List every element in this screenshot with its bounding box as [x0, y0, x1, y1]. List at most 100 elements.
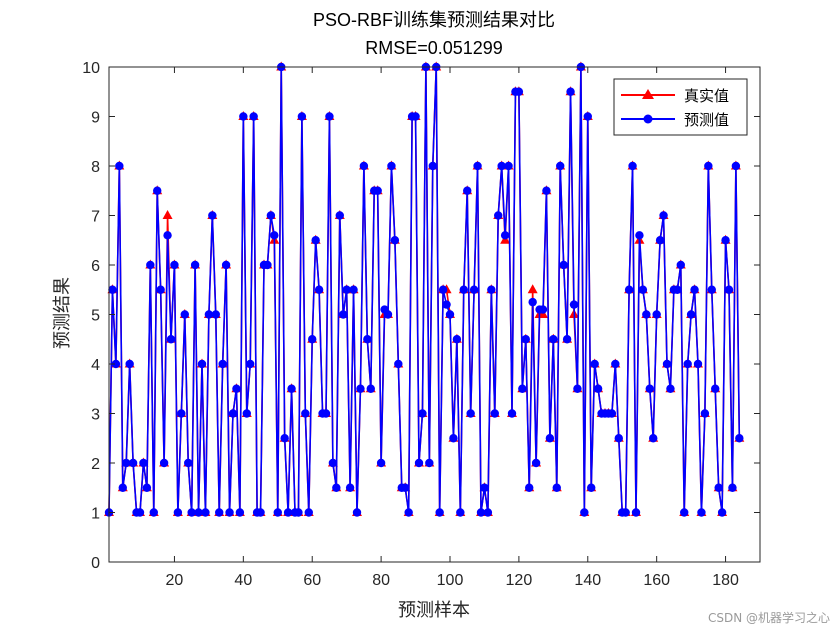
point-pred — [621, 508, 630, 517]
point-pred — [686, 310, 696, 319]
point-pred — [504, 161, 513, 171]
x-tick-label: 20 — [166, 572, 184, 589]
point-pred — [211, 310, 220, 319]
point-pred — [700, 409, 710, 418]
point-pred — [631, 508, 641, 517]
point-pred — [246, 359, 255, 369]
point-pred — [552, 483, 561, 492]
point-pred — [518, 384, 527, 393]
point-pred — [225, 508, 234, 517]
point-pred — [445, 310, 455, 319]
chart-subtitle: RMSE=0.051299 — [365, 38, 503, 58]
point-pred — [645, 384, 654, 393]
point-pred — [321, 409, 331, 418]
point-pred — [173, 508, 183, 517]
point-pred — [170, 260, 179, 270]
y-tick-label: 0 — [91, 555, 100, 572]
point-pred — [142, 483, 152, 492]
point-pred — [593, 384, 603, 393]
legend-marker-pred — [643, 114, 653, 124]
y-tick-label: 4 — [91, 357, 100, 374]
point-pred — [273, 508, 282, 517]
point-pred — [221, 260, 231, 270]
point-pred — [735, 434, 744, 443]
point-pred — [463, 186, 472, 195]
point-pred — [414, 458, 424, 468]
point-pred — [521, 335, 530, 344]
y-tick-label: 8 — [91, 159, 100, 176]
point-pred — [711, 384, 720, 393]
point-pred — [383, 310, 393, 319]
point-pred — [304, 508, 313, 517]
point-pred — [166, 335, 176, 344]
point-true — [162, 210, 173, 219]
point-pred — [507, 409, 517, 418]
point-pred — [135, 508, 145, 517]
point-pred — [215, 508, 224, 517]
point-pred — [556, 161, 565, 171]
point-pred — [118, 483, 127, 492]
point-pred — [239, 112, 248, 121]
point-pred — [352, 508, 362, 517]
point-pred — [390, 236, 400, 245]
point-pred — [659, 211, 668, 220]
point-pred — [115, 161, 124, 171]
series-pred — [104, 62, 744, 517]
point-pred — [266, 211, 276, 220]
y-tick-label: 3 — [91, 407, 100, 424]
point-pred — [559, 260, 568, 270]
point-pred — [680, 508, 689, 517]
point-pred — [442, 300, 451, 309]
point-pred — [125, 359, 134, 369]
point-pred — [256, 508, 265, 517]
point-pred — [459, 285, 468, 294]
point-pred — [297, 112, 307, 121]
point-pred — [721, 236, 730, 245]
point-pred — [690, 285, 699, 294]
point-pred — [500, 231, 510, 240]
point-pred — [328, 458, 338, 468]
point-pred — [153, 186, 162, 195]
point-pred — [314, 285, 324, 294]
y-tick-label: 1 — [91, 506, 100, 523]
point-pred — [294, 508, 303, 517]
point-pred — [542, 186, 551, 195]
point-pred — [607, 409, 617, 418]
x-axis-label: 预测样本 — [398, 600, 470, 621]
point-pred — [335, 211, 344, 220]
point-pred — [693, 359, 703, 369]
y-tick-label: 5 — [91, 308, 100, 325]
y-axis-label: 预测结果 — [52, 277, 73, 349]
watermark: CSDN @机器学习之心 — [708, 610, 830, 625]
x-tick-label: 100 — [437, 572, 464, 589]
point-pred — [232, 384, 241, 393]
point-pred — [308, 335, 317, 344]
point-pred — [283, 508, 293, 517]
point-pred — [235, 508, 245, 517]
point-pred — [587, 483, 596, 492]
point-pred — [149, 508, 158, 517]
point-pred — [394, 359, 403, 369]
legend-box — [613, 78, 748, 136]
point-pred — [494, 211, 503, 220]
point-pred — [483, 508, 493, 517]
point-pred — [717, 508, 727, 517]
x-tick-label: 140 — [574, 572, 601, 589]
point-pred — [538, 305, 548, 314]
point-pred — [514, 87, 524, 96]
point-pred — [228, 409, 238, 418]
point-pred — [373, 186, 382, 195]
legend-label-pred: 预测值 — [684, 111, 729, 129]
legend-marker-true — [642, 89, 654, 99]
point-pred — [673, 285, 682, 294]
point-pred — [476, 508, 486, 517]
point-pred — [325, 112, 334, 121]
point-pred — [562, 335, 572, 344]
point-pred — [184, 458, 193, 468]
point-pred — [655, 236, 665, 245]
point-pred — [218, 359, 227, 369]
point-pred — [177, 409, 186, 418]
x-tick-label: 60 — [303, 572, 321, 589]
y-tick-label: 10 — [82, 60, 100, 77]
point-pred — [662, 359, 672, 369]
